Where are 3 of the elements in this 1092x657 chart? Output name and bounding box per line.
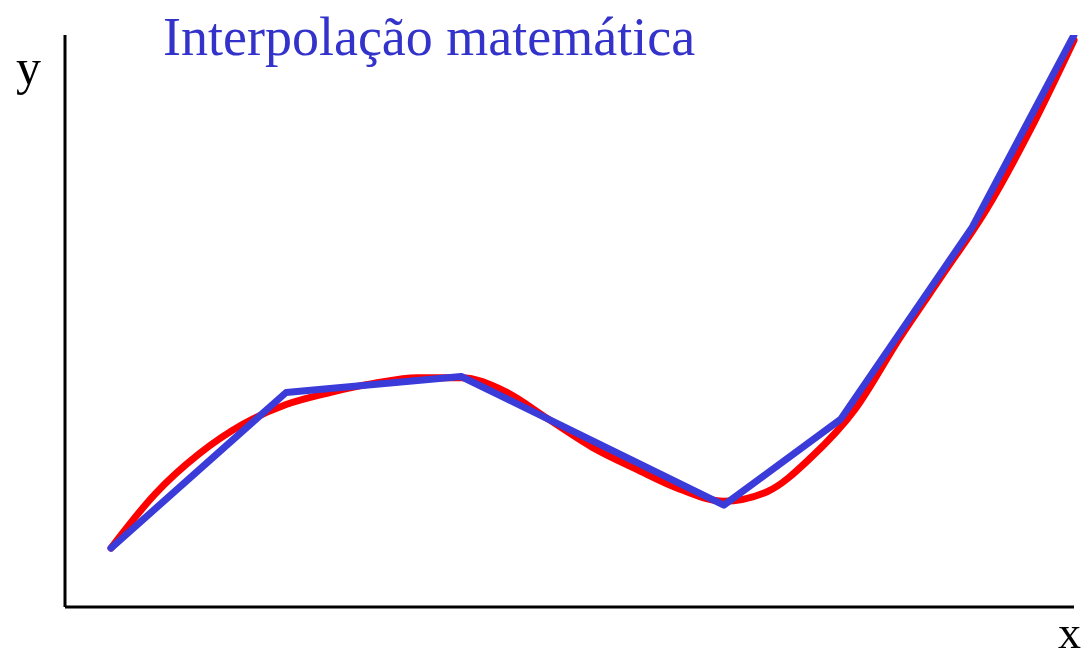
x-axis-title: x [1058,606,1081,657]
chart-title: Interpolação matemática [163,6,696,68]
y-axis-title: y [16,38,41,96]
